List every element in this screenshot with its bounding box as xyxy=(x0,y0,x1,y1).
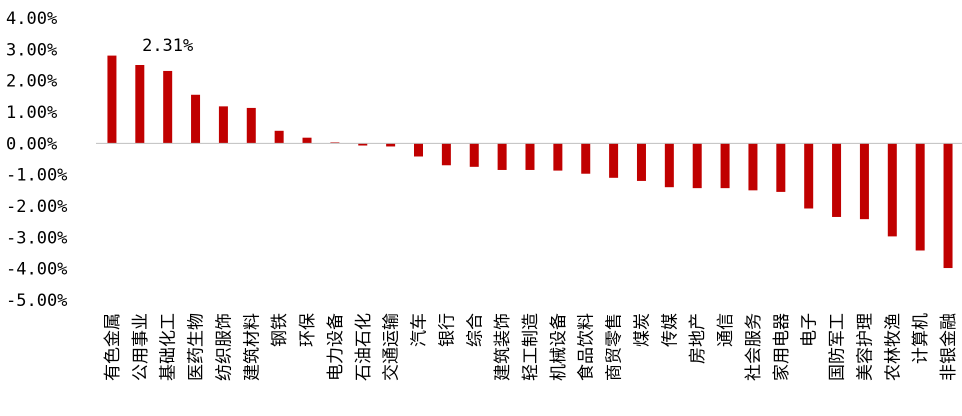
bars xyxy=(107,55,953,269)
x-tick-label: 农林牧渔 xyxy=(883,313,903,381)
x-tick-label: 交通运输 xyxy=(382,313,402,381)
y-tick-label: 0.00% xyxy=(6,134,57,154)
x-tick-label: 家用电器 xyxy=(772,313,792,381)
y-tick-label: -2.00% xyxy=(6,197,67,217)
y-tick-label: 4.00% xyxy=(6,9,57,29)
bar xyxy=(191,94,201,144)
x-tick-label: 环保 xyxy=(298,313,318,347)
bar xyxy=(832,143,842,217)
x-tick-label: 综合 xyxy=(465,313,485,347)
bar xyxy=(414,143,423,157)
bar xyxy=(887,143,897,237)
x-tick-label: 纺织服饰 xyxy=(214,313,234,381)
y-tick-label: -5.00% xyxy=(6,291,67,311)
bar xyxy=(692,143,702,189)
x-tick-label: 电子 xyxy=(800,313,820,347)
bar xyxy=(748,143,758,191)
x-tick-label: 银行 xyxy=(437,313,457,347)
y-tick-label: 1.00% xyxy=(6,103,57,123)
y-tick-label: -4.00% xyxy=(6,260,67,280)
x-tick-label: 建筑材料 xyxy=(242,313,262,381)
x-tick-label: 机械设备 xyxy=(549,313,569,381)
bar xyxy=(664,143,674,188)
x-tick-label: 通信 xyxy=(716,313,736,347)
y-tick-label: -1.00% xyxy=(6,166,67,186)
bar xyxy=(636,143,646,181)
bar xyxy=(386,143,396,147)
x-tick-label: 基础化工 xyxy=(159,313,179,381)
x-tick-label: 轻工制造 xyxy=(521,313,541,381)
bar xyxy=(776,143,786,192)
x-tick-label: 医药生物 xyxy=(187,313,207,381)
data-label: 2.31% xyxy=(142,36,193,56)
bar xyxy=(720,143,730,189)
bar xyxy=(943,143,953,269)
x-tick-label: 汽车 xyxy=(410,313,430,347)
x-tick-label: 公用事业 xyxy=(131,313,151,381)
x-tick-label: 社会服务 xyxy=(744,313,764,381)
x-tick-label: 建筑装饰 xyxy=(493,313,513,381)
x-tick-label: 煤炭 xyxy=(632,313,652,347)
bar xyxy=(302,137,312,144)
bar xyxy=(358,143,368,146)
bar xyxy=(581,143,591,174)
x-tick-label: 石油石化 xyxy=(354,313,374,381)
x-tick-label: 美容护理 xyxy=(855,313,875,381)
bar xyxy=(163,70,173,144)
bar xyxy=(469,143,479,167)
bar xyxy=(553,143,563,171)
bar xyxy=(246,107,256,144)
x-axis-categories: 有色金属 公用事业 基础化工 医药生物 纺织服饰 建筑材料 钢铁 环保 电力设备 石油石化 交通运输… xyxy=(103,313,959,381)
data-labels: 2.31% xyxy=(142,36,193,56)
bar xyxy=(441,143,451,166)
bar xyxy=(609,143,619,178)
bar xyxy=(497,143,507,170)
x-tick-label: 电力设备 xyxy=(326,313,346,381)
x-tick-label: 国防军工 xyxy=(828,313,848,381)
y-axis: 4.00% 3.00% 2.00% 1.00% 0.00% -1.00% -2.00% -3.… xyxy=(6,9,67,311)
bar xyxy=(135,65,145,144)
bar xyxy=(859,143,869,220)
x-tick-label: 计算机 xyxy=(911,313,931,364)
bar xyxy=(804,143,814,209)
bar xyxy=(218,106,228,144)
y-tick-label: 3.00% xyxy=(6,40,57,60)
x-tick-label: 有色金属 xyxy=(103,313,123,381)
x-tick-label: 房地产 xyxy=(688,313,708,364)
x-tick-label: 传媒 xyxy=(660,313,680,347)
bar xyxy=(915,143,925,251)
y-tick-label: 2.00% xyxy=(6,72,57,92)
bar xyxy=(525,143,535,170)
bar xyxy=(274,130,284,144)
bar xyxy=(107,55,117,144)
x-tick-label: 商贸零售 xyxy=(605,313,625,381)
x-tick-label: 食品饮料 xyxy=(577,313,597,381)
x-tick-label: 钢铁 xyxy=(270,313,290,347)
x-tick-label: 非银金融 xyxy=(939,313,959,381)
y-tick-label: -3.00% xyxy=(6,228,67,248)
